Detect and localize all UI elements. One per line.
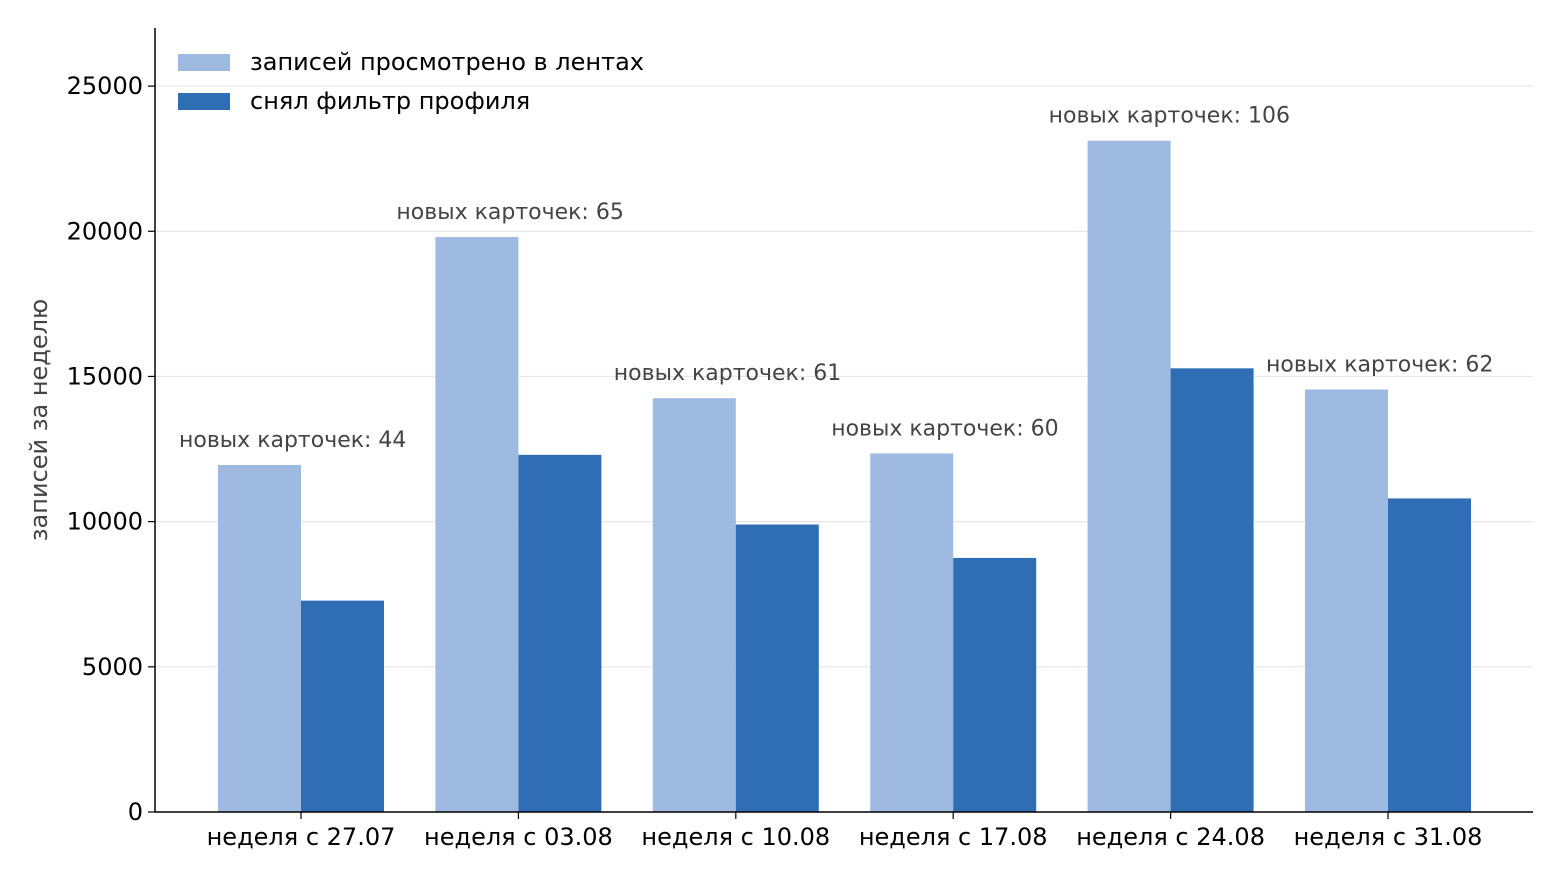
bars: [218, 140, 1471, 813]
x-tick-label: неделя с 27.07: [207, 823, 396, 851]
legend-label-2: снял фильтр профиля: [250, 87, 530, 115]
y-tick-label: 15000: [67, 362, 143, 390]
bar-annotation: новых карточек: 65: [396, 200, 623, 225]
bar-series-2: [1170, 368, 1254, 812]
bar-series-2: [301, 600, 384, 812]
x-tick-label: неделя с 31.08: [1294, 823, 1483, 851]
y-tick-label: 20000: [67, 217, 143, 245]
x-tick-label: неделя с 10.08: [641, 823, 830, 851]
bar-series-1: [1087, 140, 1171, 812]
bar-annotation: новых карточек: 44: [179, 428, 406, 453]
bar-series-1: [652, 398, 736, 812]
y-tick-label: 10000: [67, 508, 143, 536]
y-ticks: 0 5000 10000 15000 20000 25000: [67, 72, 155, 826]
axes: [154, 28, 1533, 813]
y-tick-label: 5000: [82, 653, 143, 681]
bar-series-1: [870, 453, 954, 812]
bar-series-1: [1305, 389, 1388, 812]
y-tick-label: 0: [128, 798, 143, 826]
bar-series-2: [518, 454, 602, 812]
x-tick-label: неделя с 24.08: [1076, 823, 1265, 851]
legend-swatch-1: [178, 54, 230, 71]
bar-annotation: новых карточек: 61: [614, 361, 841, 386]
bar-annotation: новых карточек: 60: [831, 416, 1058, 441]
gridlines: [155, 85, 1533, 668]
bar-series-1: [218, 465, 301, 812]
bar-annotation: новых карточек: 62: [1266, 353, 1493, 378]
bar-series-1: [435, 237, 519, 813]
x-ticks: неделя с 27.07 неделя с 03.08 неделя с 10.…: [207, 812, 1483, 851]
annotations: новых карточек: 44 новых карточек: 65 новы…: [179, 104, 1493, 453]
bar-series-2: [953, 557, 1037, 812]
x-tick-label: неделя с 03.08: [424, 823, 613, 851]
legend-swatch-2: [178, 93, 230, 110]
x-tick-label: неделя с 17.08: [859, 823, 1048, 851]
bar-series-2: [735, 524, 819, 812]
y-axis-label: записей за неделю: [25, 299, 53, 541]
bar-annotation: новых карточек: 106: [1049, 104, 1290, 129]
bar-series-2: [1388, 498, 1471, 812]
legend: записей просмотрено в лентах снял фильтр …: [178, 48, 644, 115]
legend-label-1: записей просмотрено в лентах: [250, 48, 644, 76]
y-tick-label: 25000: [67, 72, 143, 100]
